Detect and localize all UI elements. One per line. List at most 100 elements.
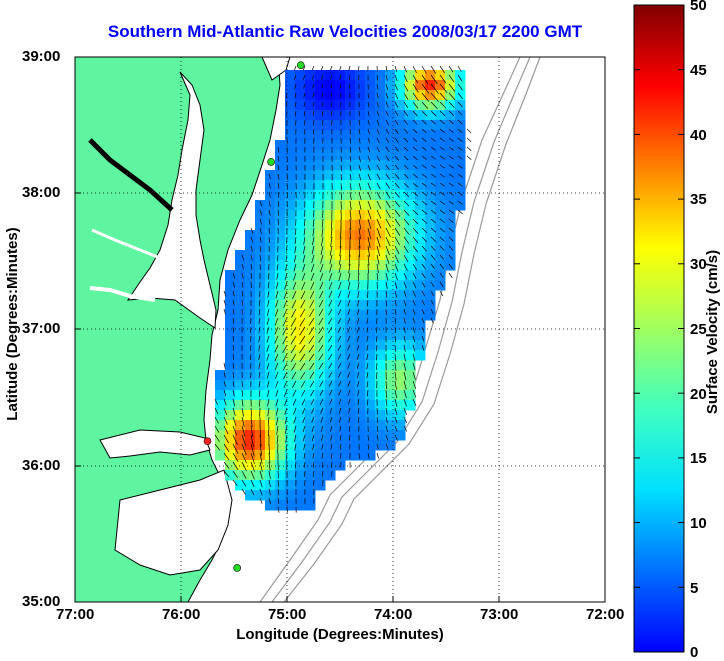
velocity-cell xyxy=(305,370,316,381)
velocity-cell xyxy=(375,150,386,161)
velocity-cell xyxy=(355,110,366,121)
velocity-cell xyxy=(385,190,396,201)
velocity-cell xyxy=(315,220,326,231)
velocity-cell xyxy=(255,370,266,381)
velocity-cell xyxy=(435,220,446,231)
velocity-cell xyxy=(375,420,386,431)
velocity-cell xyxy=(295,290,306,301)
velocity-cell xyxy=(375,430,386,441)
velocity-cell xyxy=(415,130,426,141)
velocity-cell xyxy=(305,330,316,341)
velocity-cell xyxy=(285,130,296,141)
velocity-cell xyxy=(295,190,306,201)
velocity-cell xyxy=(325,140,336,151)
velocity-cell xyxy=(365,430,376,441)
velocity-cell xyxy=(355,380,366,391)
velocity-cell xyxy=(235,360,246,371)
velocity-cell xyxy=(335,220,346,231)
velocity-cell xyxy=(365,70,376,81)
velocity-cell xyxy=(325,220,336,231)
velocity-cell xyxy=(265,220,276,231)
velocity-cell xyxy=(275,450,286,461)
velocity-cell xyxy=(335,90,346,101)
velocity-cell xyxy=(315,140,326,151)
velocity-cell xyxy=(245,320,256,331)
velocity-cell xyxy=(295,370,306,381)
velocity-cell xyxy=(375,280,386,291)
velocity-cell xyxy=(355,70,366,81)
velocity-cell xyxy=(295,310,306,321)
velocity-cell xyxy=(355,310,366,321)
velocity-cell xyxy=(315,420,326,431)
velocity-cell xyxy=(285,70,296,81)
velocity-cell xyxy=(375,400,386,411)
velocity-cell xyxy=(335,460,346,471)
velocity-cell xyxy=(355,140,366,151)
velocity-cell xyxy=(405,190,416,201)
velocity-cell xyxy=(335,120,346,131)
velocity-cell xyxy=(325,300,336,311)
velocity-cell xyxy=(355,260,366,271)
velocity-cell xyxy=(285,80,296,91)
velocity-cell xyxy=(345,380,356,391)
velocity-cell xyxy=(425,290,436,301)
velocity-cell xyxy=(325,340,336,351)
velocity-cell xyxy=(245,430,256,441)
colorbar-tick-label: 30 xyxy=(690,256,707,273)
velocity-cell xyxy=(245,380,256,391)
velocity-cell xyxy=(235,390,246,401)
velocity-cell xyxy=(375,410,386,421)
velocity-cell xyxy=(285,470,296,481)
velocity-cell xyxy=(345,310,356,321)
velocity-cell xyxy=(245,290,256,301)
velocity-cell xyxy=(345,370,356,381)
velocity-cell xyxy=(435,170,446,181)
velocity-cell xyxy=(405,280,416,291)
velocity-cell xyxy=(315,470,326,481)
velocity-cell xyxy=(235,410,246,421)
velocity-cell xyxy=(425,300,436,311)
velocity-cell xyxy=(355,450,366,461)
velocity-cell xyxy=(285,480,296,491)
velocity-cell xyxy=(335,230,346,241)
velocity-cell xyxy=(215,400,226,411)
velocity-cell xyxy=(355,430,366,441)
velocity-cell xyxy=(325,210,336,221)
velocity-cell xyxy=(325,80,336,91)
velocity-cell xyxy=(365,380,376,391)
velocity-cell xyxy=(275,470,286,481)
velocity-cell xyxy=(375,140,386,151)
velocity-cell xyxy=(395,110,406,121)
velocity-cell xyxy=(245,390,256,401)
velocity-cell xyxy=(265,380,276,391)
velocity-cell xyxy=(275,440,286,451)
velocity-cell xyxy=(345,410,356,421)
velocity-cell xyxy=(265,320,276,331)
velocity-cell xyxy=(335,150,346,161)
velocity-cell xyxy=(355,240,366,251)
velocity-cell xyxy=(255,390,266,401)
velocity-cell xyxy=(435,130,446,141)
velocity-cell xyxy=(285,360,296,371)
velocity-cell xyxy=(445,180,456,191)
velocity-cell xyxy=(395,280,406,291)
velocity-cell xyxy=(295,80,306,91)
velocity-cell xyxy=(215,450,226,461)
velocity-cell xyxy=(435,190,446,201)
velocity-cell xyxy=(265,240,276,251)
velocity-cell xyxy=(235,350,246,361)
velocity-cell xyxy=(375,210,386,221)
velocity-cell xyxy=(345,100,356,111)
velocity-cell xyxy=(365,230,376,241)
colorbar-tick-label: 50 xyxy=(690,0,707,14)
velocity-cell xyxy=(275,140,286,151)
velocity-cell xyxy=(285,280,296,291)
velocity-cell xyxy=(365,140,376,151)
velocity-cell xyxy=(315,210,326,221)
velocity-cell xyxy=(265,260,276,271)
x-tick-label: 77:00 xyxy=(56,606,94,623)
velocity-cell xyxy=(265,440,276,451)
velocity-cell xyxy=(235,400,246,411)
velocity-cell xyxy=(305,460,316,471)
